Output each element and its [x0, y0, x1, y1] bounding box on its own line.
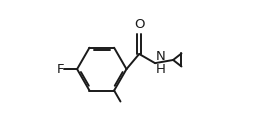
Text: O: O	[134, 18, 144, 31]
Text: N
H: N H	[156, 50, 166, 76]
Text: F: F	[57, 63, 65, 76]
